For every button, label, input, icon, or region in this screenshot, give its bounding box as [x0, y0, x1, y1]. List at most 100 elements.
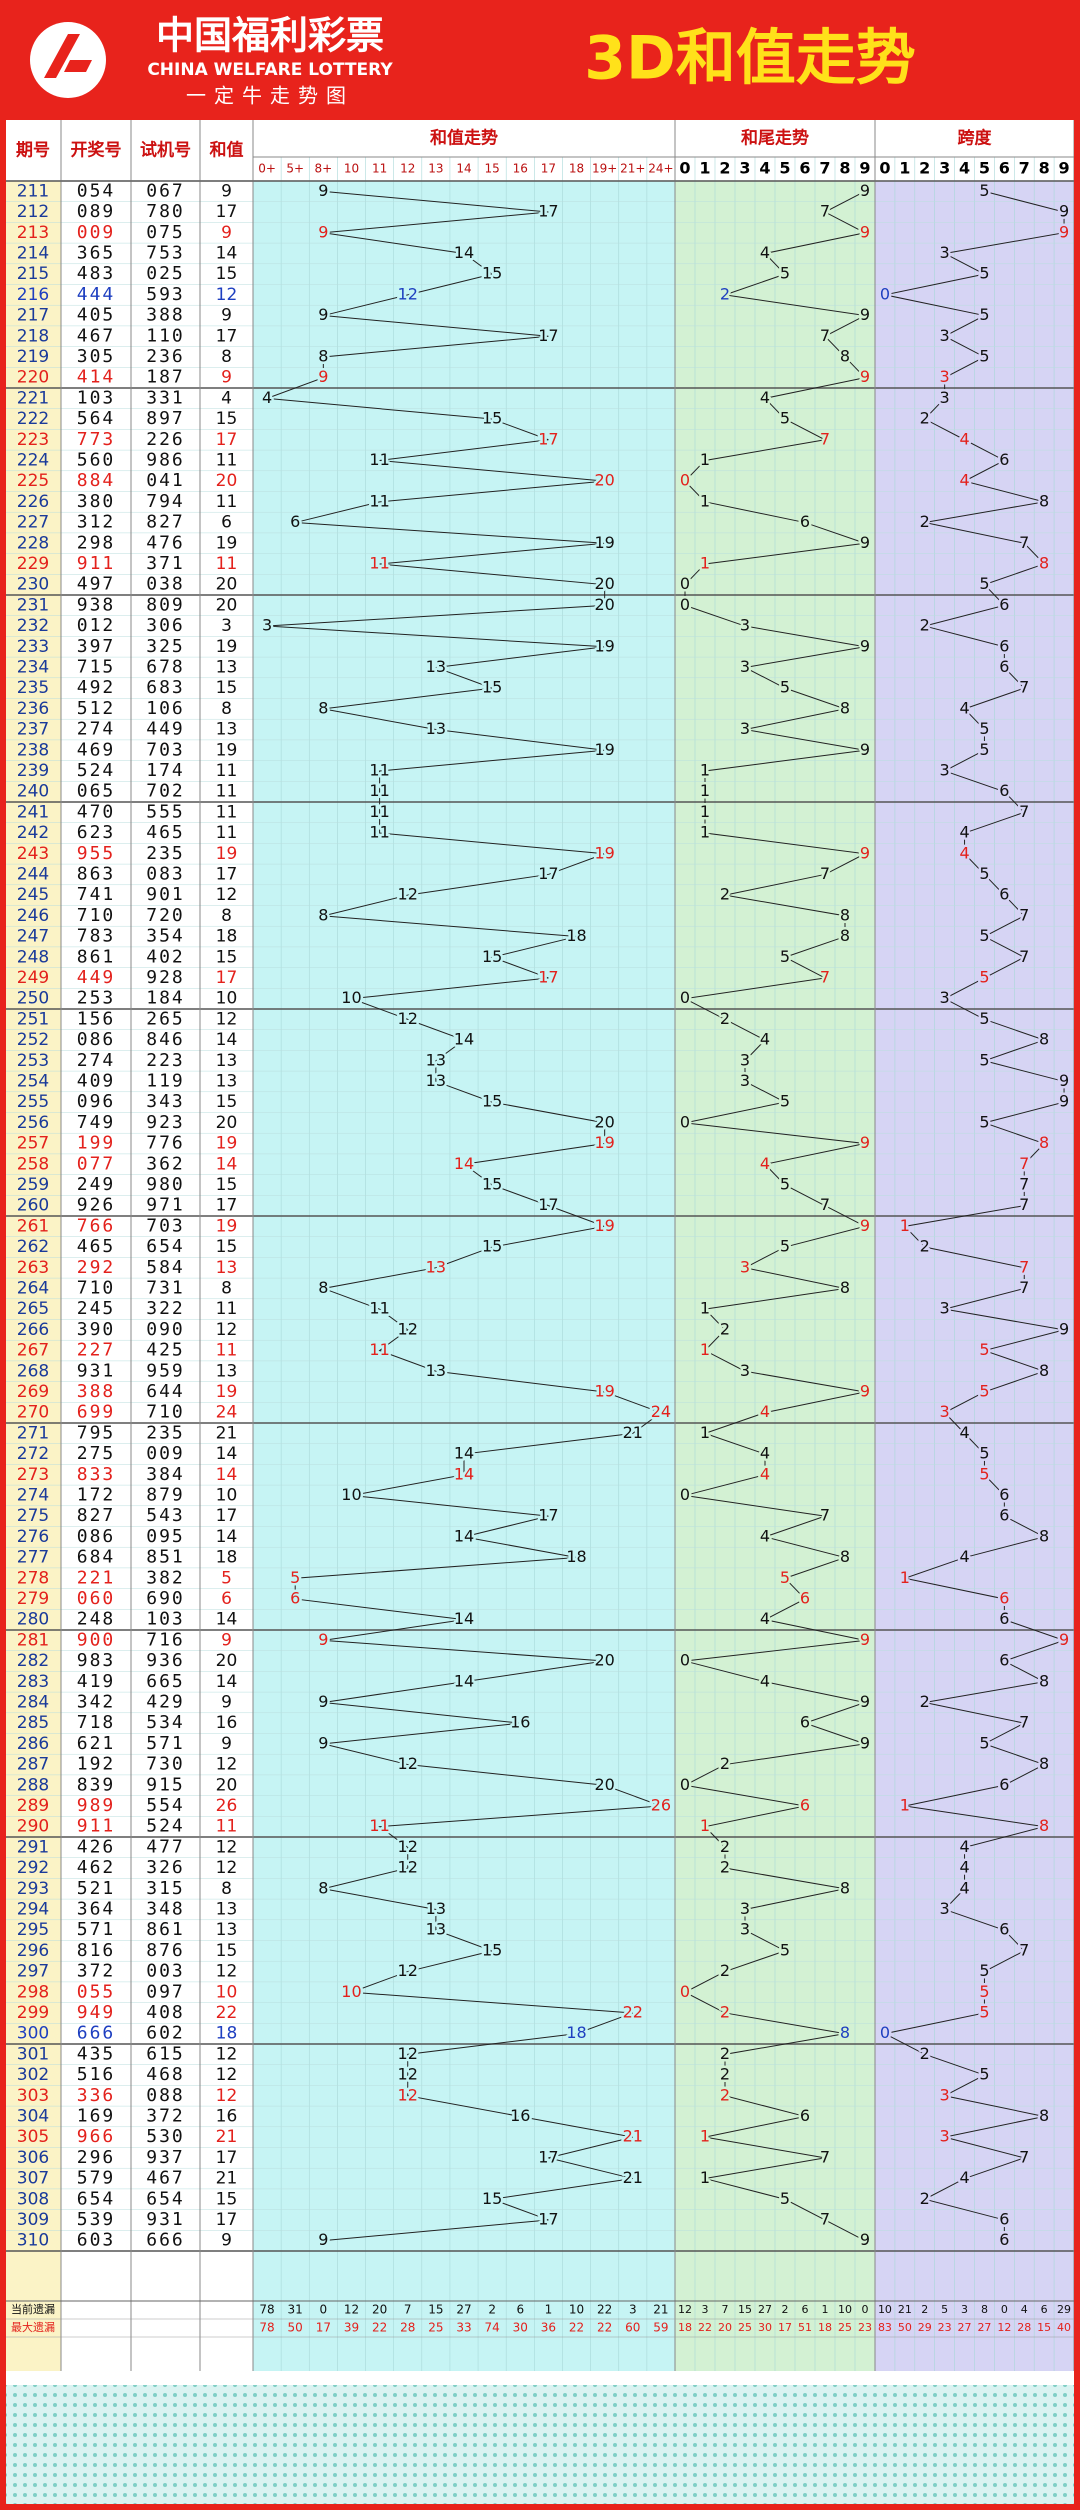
sum-bin-label: 24+ — [648, 162, 673, 176]
sum-point: 13 — [426, 1920, 446, 1939]
sum-point: 20 — [594, 1651, 614, 1670]
test-number: 937 — [146, 2147, 185, 2168]
sum-stat: 27 — [456, 2303, 471, 2317]
sum-point: 20 — [594, 1775, 614, 1794]
issue: 253 — [17, 1051, 49, 1071]
test-number: 348 — [146, 1898, 185, 1919]
draw-number: 435 — [77, 2043, 116, 2064]
span-point: 7 — [1019, 1257, 1029, 1276]
draw-number: 766 — [77, 1215, 116, 1236]
span-point: 7 — [1019, 1713, 1029, 1732]
tail-point: 3 — [740, 657, 750, 676]
test-number: 959 — [146, 1360, 185, 1381]
test-number: 593 — [146, 284, 185, 305]
issue: 280 — [17, 1610, 49, 1630]
span-point: 8 — [1039, 1526, 1049, 1545]
tail-point: 4 — [760, 1444, 770, 1463]
issue: 232 — [17, 616, 49, 636]
test-number: 827 — [146, 512, 185, 533]
tail-point: 0 — [680, 1485, 690, 1504]
sum-value: 13 — [216, 657, 238, 677]
draw-number: 512 — [77, 698, 116, 719]
sum-point: 17 — [538, 1195, 558, 1214]
draw-number: 749 — [77, 1112, 116, 1133]
span-trend-line — [883, 190, 1066, 2241]
sum-point: 18 — [566, 926, 586, 945]
tail-point: 1 — [700, 2127, 710, 2146]
sum-value: 24 — [216, 1403, 238, 1423]
span-point: 9 — [1059, 1630, 1069, 1649]
test-number: 468 — [146, 2064, 185, 2085]
test-number: 702 — [146, 781, 185, 802]
sum-value: 14 — [216, 1527, 238, 1547]
tail-point: 2 — [720, 284, 730, 303]
test-number: 876 — [146, 1940, 185, 1961]
tail-point: 9 — [860, 1733, 870, 1752]
sum-point: 12 — [398, 2044, 418, 2063]
issue: 270 — [17, 1403, 49, 1423]
draw-number: 086 — [77, 1029, 116, 1050]
sum-stat: 39 — [344, 2321, 359, 2335]
sum-point: 9 — [318, 305, 328, 324]
test-number: 236 — [146, 346, 185, 367]
test-number: 223 — [146, 1050, 185, 1071]
test-number: 776 — [146, 1133, 185, 1154]
sum-point: 17 — [538, 1506, 558, 1525]
span-point: 8 — [1039, 2106, 1049, 2125]
draw-number: 012 — [77, 615, 116, 636]
issue: 214 — [17, 243, 49, 263]
issue: 267 — [17, 1341, 49, 1361]
sum-value: 15 — [216, 678, 238, 698]
sum-value: 20 — [216, 1651, 238, 1671]
span-point: 7 — [1019, 1195, 1029, 1214]
span-point: 6 — [999, 595, 1009, 614]
sum-point: 20 — [594, 574, 614, 593]
tail-point: 8 — [840, 346, 850, 365]
issue: 293 — [17, 1879, 49, 1899]
sum-point: 10 — [341, 1485, 361, 1504]
issue: 261 — [17, 1216, 49, 1236]
tail-point: 8 — [840, 926, 850, 945]
test-number: 654 — [146, 1236, 185, 1257]
issue: 264 — [17, 1278, 49, 1298]
tail-point: 1 — [700, 823, 710, 842]
tail-point: 9 — [860, 222, 870, 241]
sum-stat: 28 — [400, 2321, 415, 2335]
issue: 233 — [17, 637, 49, 657]
span-point: 7 — [1019, 678, 1029, 697]
tail-stat: 15 — [738, 2303, 752, 2316]
sum-stat: 22 — [597, 2321, 612, 2335]
span-point: 7 — [1019, 1278, 1029, 1297]
draw-number: 274 — [77, 1050, 116, 1071]
draw-number: 816 — [77, 1940, 116, 1961]
draw-number: 372 — [77, 1961, 116, 1982]
issue: 257 — [17, 1134, 49, 1154]
issue: 308 — [17, 2189, 49, 2209]
test-number: 088 — [146, 2085, 185, 2106]
sum-point: 8 — [318, 1878, 328, 1897]
span-point: 5 — [979, 574, 989, 593]
tail-point: 5 — [780, 678, 790, 697]
sum-point: 12 — [398, 1009, 418, 1028]
draw-number: 465 — [77, 1236, 116, 1257]
sum-value: 20 — [216, 575, 238, 595]
issue: 276 — [17, 1527, 49, 1547]
draw-number: 483 — [77, 263, 116, 284]
issue-col-bg — [5, 181, 61, 2371]
sum-value: 15 — [216, 1941, 238, 1961]
draw-number: 571 — [77, 1919, 116, 1940]
issue: 298 — [17, 1982, 49, 2002]
sum-value: 15 — [216, 409, 238, 429]
tail-point: 3 — [740, 1361, 750, 1380]
draw-number: 684 — [77, 1547, 116, 1568]
test-number: 429 — [146, 1691, 185, 1712]
sum-value: 9 — [221, 1692, 232, 1712]
tail-point: 2 — [720, 1961, 730, 1980]
sum-value: 16 — [216, 1713, 238, 1733]
test-number: 174 — [146, 760, 185, 781]
span-point: 5 — [979, 264, 989, 283]
issue: 217 — [17, 306, 49, 326]
sum-value: 12 — [216, 885, 238, 905]
sum-point: 15 — [482, 1237, 502, 1256]
issue: 215 — [17, 264, 49, 284]
